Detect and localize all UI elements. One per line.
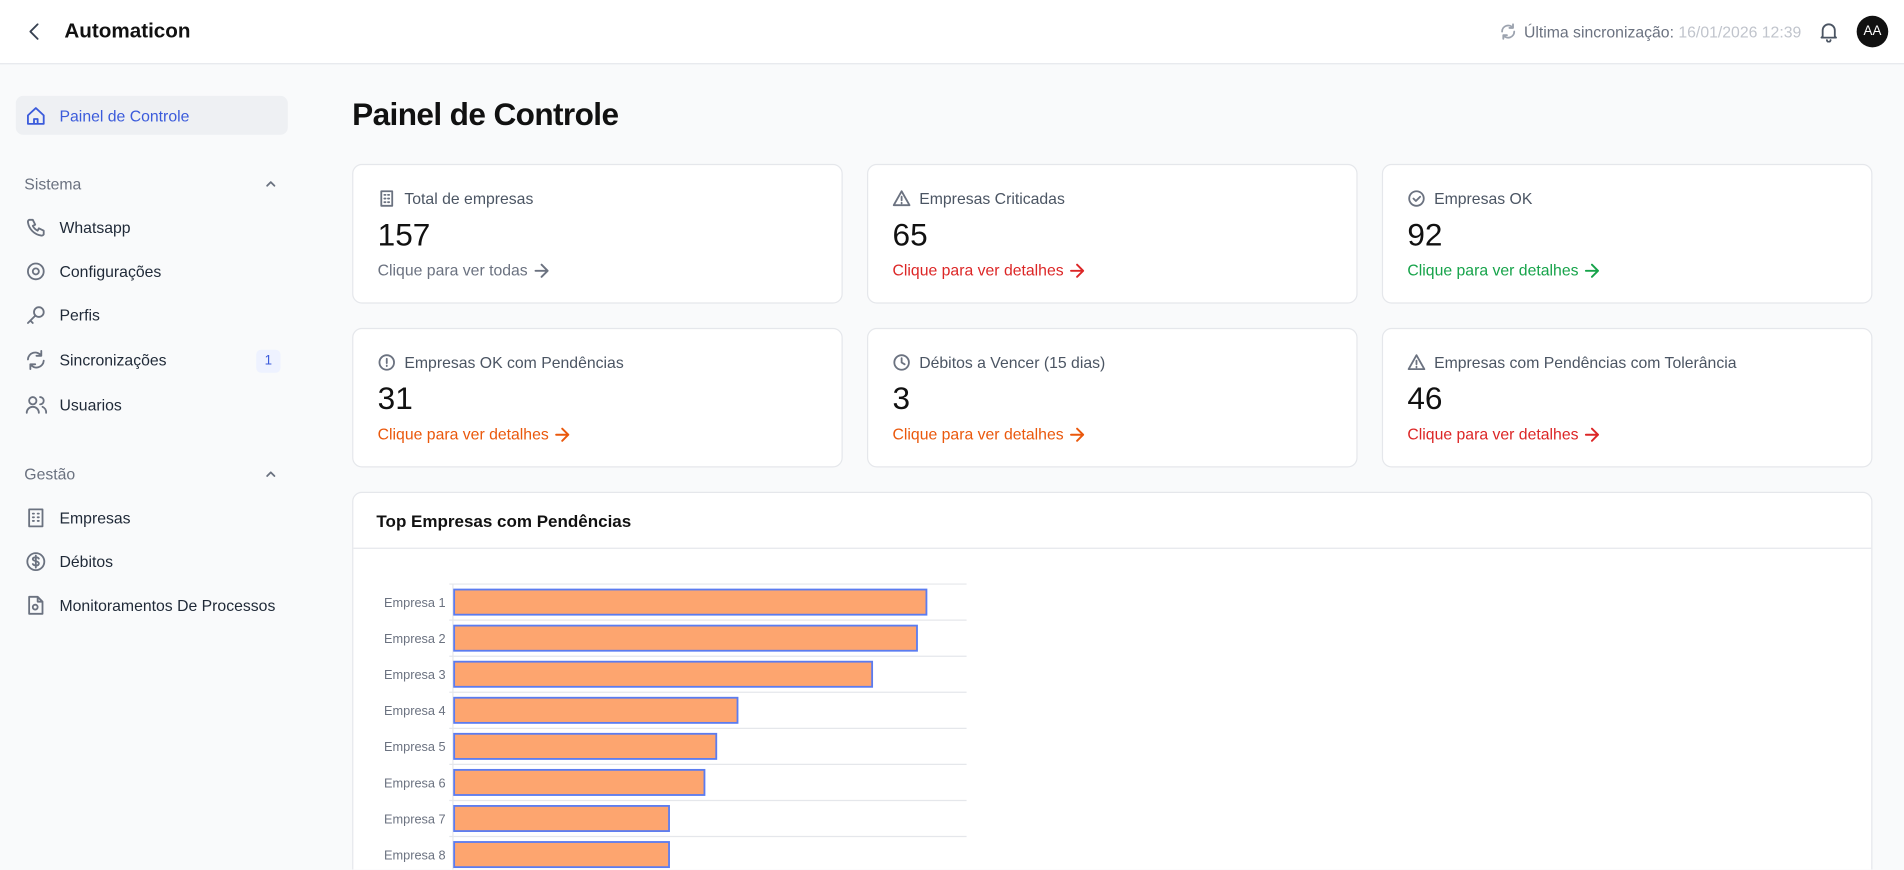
page-title: Painel de Controle [352,95,619,133]
header: Automaticon Última sincronização: 16/01/… [0,0,1904,65]
section-title[interactable]: Gestão [24,465,76,484]
nav-item[interactable]: Monitoramentos De Processos [59,596,276,615]
y-tick-label: Empresa 1 [384,595,446,610]
avatar[interactable]: AA [1856,15,1889,48]
nav-item[interactable]: Usuarios [59,395,122,415]
sync-time: 16/01/2026 12:39 [1678,23,1802,42]
link-text: Clique para ver detalhes [892,261,1064,280]
y-tick-label: Empresa 7 [384,811,446,826]
card-icon [1407,354,1426,371]
chart-card: Top Empresas com Pendências Empresa 1 Emp… [352,491,1873,870]
arrow-icon [534,263,549,278]
file-icon [28,595,44,615]
card-icon [892,190,911,207]
sync-nav-icon [27,350,45,371]
card-title: Débitos a Vencer (15 dias) [919,353,1106,372]
gear-icon [27,262,45,281]
card-value: 157 [377,216,431,253]
y-tick-label: Empresa 6 [384,775,446,790]
chart-title: Top Empresas com Pendências [376,511,632,531]
stat-card[interactable]: Empresas Criticadas 65 Clique para ver det… [867,163,1358,304]
bar [453,841,670,869]
card-icon [378,354,395,371]
dollar-icon [26,552,46,572]
bar [453,768,706,796]
arrow-icon [555,427,570,442]
card-title: Total de empresas [404,189,534,208]
divider [353,547,1872,549]
link-text: Clique para ver detalhes [1407,261,1579,280]
bar [453,696,739,724]
card-link[interactable]: Clique para ver detalhes [1407,261,1599,279]
card-icon [893,354,910,371]
nav-item[interactable]: Sincronizações [59,350,167,370]
notifications[interactable] [1818,21,1840,43]
y-tick-label: Empresa 2 [384,631,446,646]
arrow-icon [1584,263,1599,278]
card-title: Empresas com Pendências com Tolerância [1434,353,1737,372]
nav-item[interactable]: Perfis [59,306,100,325]
nav-item[interactable]: Whatsapp [59,218,131,237]
bar [453,660,874,688]
y-tick-label: Empresa 4 [384,703,446,718]
nav-active[interactable]: Painel de Controle [15,95,288,135]
card-link[interactable]: Clique para ver detalhes [378,425,570,443]
collapse-icon[interactable] [265,468,277,480]
card-value: 46 [1407,380,1443,417]
nav-item[interactable]: Débitos [59,552,114,571]
bar [453,732,718,760]
back-button[interactable] [24,22,43,41]
card-value: 31 [377,380,413,417]
sync-status: Última sincronização: 16/01/2026 12:39 [1524,23,1801,41]
badge: 1 [256,349,281,373]
card-value: 3 [892,380,911,417]
sync-icon [1501,23,1516,40]
link-text: Clique para ver detalhes [892,425,1064,444]
stat-card[interactable]: Total de empresas 157 Clique para ver toda… [352,163,843,304]
nav-item[interactable]: Configurações [59,262,162,281]
card-link[interactable]: Clique para ver todas [378,261,549,279]
link-text: Clique para ver todas [377,261,528,280]
sync-label: Última sincronização: [1523,23,1674,42]
home-icon [27,107,45,125]
bar [453,588,928,616]
y-tick-label: Empresa 8 [384,847,446,862]
card-title: Empresas OK [1434,189,1533,208]
y-tick-label: Empresa 3 [384,667,446,682]
arrow-icon [1584,427,1599,442]
nav-item[interactable]: Empresas [59,508,131,528]
stat-card[interactable]: Empresas com Pendências com Tolerância 46… [1381,327,1873,468]
card-link[interactable]: Clique para ver detalhes [893,425,1085,443]
section-title[interactable]: Sistema [24,174,82,194]
chart: Empresa 1 Empresa 2 Empresa 3 Empresa 4 Empr… [384,583,967,870]
collapse-icon[interactable] [265,177,277,189]
key-icon [27,306,45,324]
card-title: Empresas OK com Pendências [404,353,624,372]
card-link[interactable]: Clique para ver detalhes [1407,425,1599,443]
card-icon [380,190,394,207]
nav-label: Painel de Controle [59,106,190,126]
y-tick-label: Empresa 5 [384,739,446,754]
link-text: Clique para ver detalhes [1407,425,1579,444]
arrow-icon [1069,427,1085,442]
building-icon [28,508,44,528]
stat-card[interactable]: Débitos a Vencer (15 dias) 3 Clique para v… [867,327,1358,468]
bar [453,624,918,652]
card-icon [1408,190,1425,207]
phone-icon [27,218,45,237]
card-link[interactable]: Clique para ver detalhes [893,261,1085,279]
bar [453,805,670,832]
users-icon [25,396,48,414]
link-text: Clique para ver detalhes [377,425,549,444]
card-value: 65 [892,216,928,253]
stat-card[interactable]: Empresas OK com Pendências 31 Clique para … [352,327,843,468]
card-title: Empresas Criticadas [919,189,1065,208]
app-title: Automaticon [64,19,191,43]
stat-card[interactable]: Empresas OK 92 Clique para ver detalhes [1381,163,1873,304]
arrow-icon [1069,263,1085,278]
card-value: 92 [1407,216,1443,253]
